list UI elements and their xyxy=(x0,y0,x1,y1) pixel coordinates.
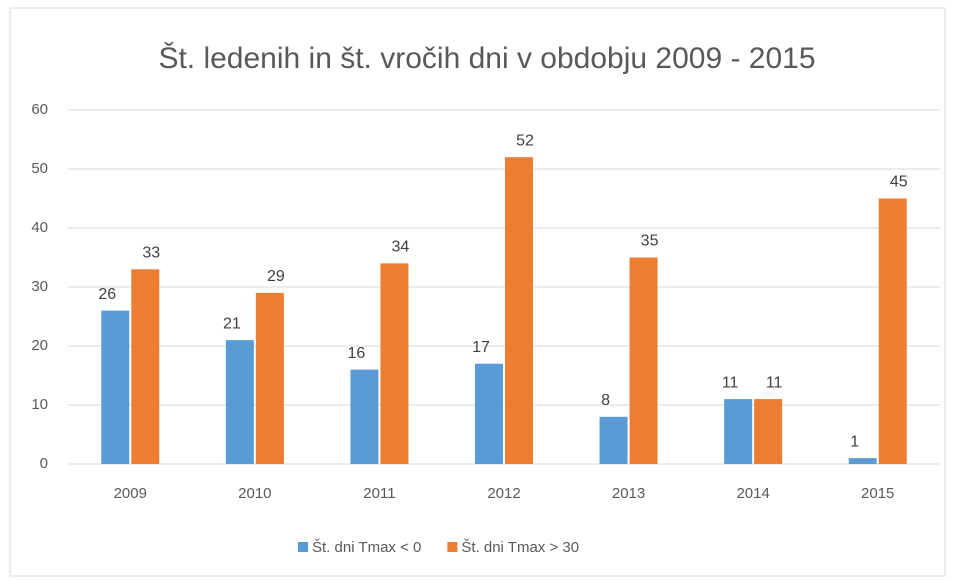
y-tick-label: 0 xyxy=(40,455,48,472)
data-label: 29 xyxy=(267,268,285,285)
data-label: 16 xyxy=(348,345,366,362)
bar xyxy=(255,292,284,464)
y-tick-label: 30 xyxy=(31,278,48,295)
x-tick-label: 2010 xyxy=(238,485,271,502)
data-label: 17 xyxy=(472,339,490,356)
y-tick-label: 20 xyxy=(31,337,48,354)
y-tick-label: 50 xyxy=(31,160,48,177)
bar xyxy=(599,416,628,464)
data-label: 11 xyxy=(766,374,783,391)
data-label: 35 xyxy=(641,233,659,250)
data-label: 33 xyxy=(142,245,160,262)
x-tick-label: 2009 xyxy=(114,485,147,502)
x-tick-label: 2015 xyxy=(861,485,894,502)
data-label: 45 xyxy=(890,174,908,191)
legend-label: Št. dni Tmax < 0 xyxy=(312,539,421,556)
x-tick-label: 2011 xyxy=(363,485,395,502)
bar xyxy=(101,310,130,464)
chart-border xyxy=(9,7,946,577)
bar xyxy=(350,369,379,464)
chart-title: Št. ledenih in št. vročih dni v obdobju … xyxy=(158,41,815,75)
bar xyxy=(848,458,877,464)
x-tick-label: 2012 xyxy=(487,485,520,502)
data-label: 1 xyxy=(850,433,859,450)
bar xyxy=(724,399,753,464)
data-label: 8 xyxy=(601,392,610,409)
bar xyxy=(225,340,254,464)
data-label: 26 xyxy=(98,286,116,303)
data-label: 21 xyxy=(223,315,241,332)
legend-swatch xyxy=(298,542,308,552)
legend-swatch xyxy=(447,542,458,552)
y-tick-label: 60 xyxy=(31,101,48,118)
bar xyxy=(380,263,409,464)
y-tick-label: 40 xyxy=(31,219,48,236)
bar xyxy=(131,269,160,464)
x-tick-label: 2013 xyxy=(612,485,645,502)
data-label: 34 xyxy=(392,239,410,256)
x-tick-label: 2014 xyxy=(736,485,769,502)
bar xyxy=(878,198,907,464)
legend-label: Št. dni Tmax > 30 xyxy=(461,539,579,556)
bar xyxy=(754,399,783,464)
bar xyxy=(475,363,503,464)
data-label: 52 xyxy=(516,132,534,149)
bar xyxy=(505,157,533,464)
data-label: 11 xyxy=(722,374,739,391)
y-tick-label: 10 xyxy=(31,396,48,413)
bar xyxy=(629,257,658,464)
